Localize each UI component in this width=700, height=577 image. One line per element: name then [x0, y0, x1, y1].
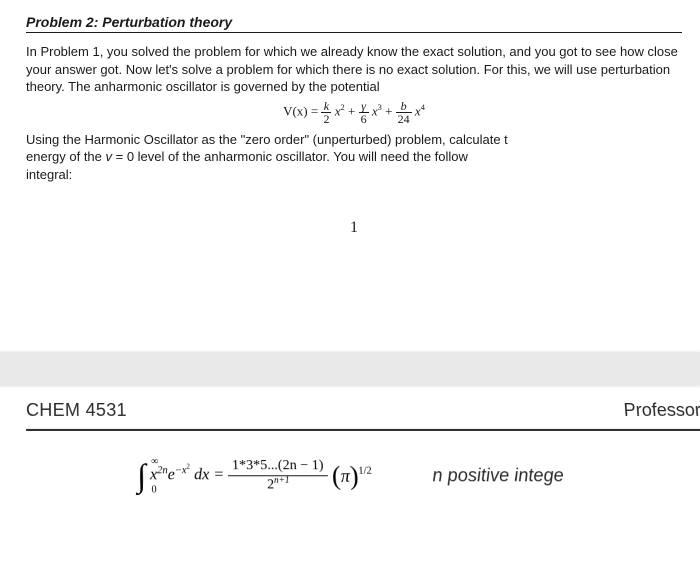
pow: 1/2 [358, 465, 372, 476]
pow: n+1 [274, 475, 290, 485]
intro-paragraph: In Problem 1, you solved the problem for… [26, 43, 682, 96]
integral-equation: ∫ ∞ 0 x2ne−x2 dx = 1*3*5...(2n − 1) 2n+1… [137, 457, 373, 494]
instruction-paragraph: Using the Harmonic Oscillator as the "ze… [26, 131, 682, 184]
frac-num: b [396, 100, 412, 112]
pow: 2 [186, 463, 190, 470]
eq-lhs: V(x) = [283, 103, 318, 118]
separator-band [0, 352, 700, 386]
footer-block: CHEM 4531 Professor ∫ ∞ 0 x2ne−x2 dx = 1… [0, 400, 700, 495]
pow: −x [175, 465, 187, 476]
course-code: CHEM 4531 [26, 400, 127, 421]
problem-title: Problem 2: Perturbation theory [26, 14, 682, 33]
text: Using the Harmonic Oscillator as the "ze… [26, 132, 508, 147]
footer-rule [26, 429, 700, 431]
pow: 2n [157, 465, 168, 476]
text: integral: [26, 167, 72, 182]
text: = 0 level of the anharmonic oscillator. … [112, 149, 468, 164]
frac-num: k [321, 100, 331, 112]
potential-equation: V(x) = k2 x2 + γ6 x3 + b24 x4 [26, 100, 682, 125]
text: energy of the [26, 149, 106, 164]
int-upper: ∞ [151, 458, 158, 465]
int-lower: 0 [152, 486, 157, 493]
professor-label: Professor [623, 400, 700, 421]
op: + [348, 103, 355, 118]
integral-sign: ∫ ∞ 0 [137, 464, 146, 487]
frac-num: 1*3*5...(2n − 1) [228, 457, 328, 475]
frac-den: 6 [359, 112, 369, 125]
frac-den: 2 [321, 112, 331, 125]
pow: 3 [378, 102, 382, 112]
op: + [385, 103, 392, 118]
pow: 4 [421, 102, 425, 112]
frac-den: 24 [396, 112, 412, 125]
integral-note: n positive intege [432, 465, 564, 486]
pow: 2 [341, 102, 345, 112]
text: dx = [194, 466, 225, 483]
frac-num: γ [359, 100, 369, 112]
int-sym: ∫ [137, 457, 146, 493]
page-number: 1 [26, 219, 682, 237]
